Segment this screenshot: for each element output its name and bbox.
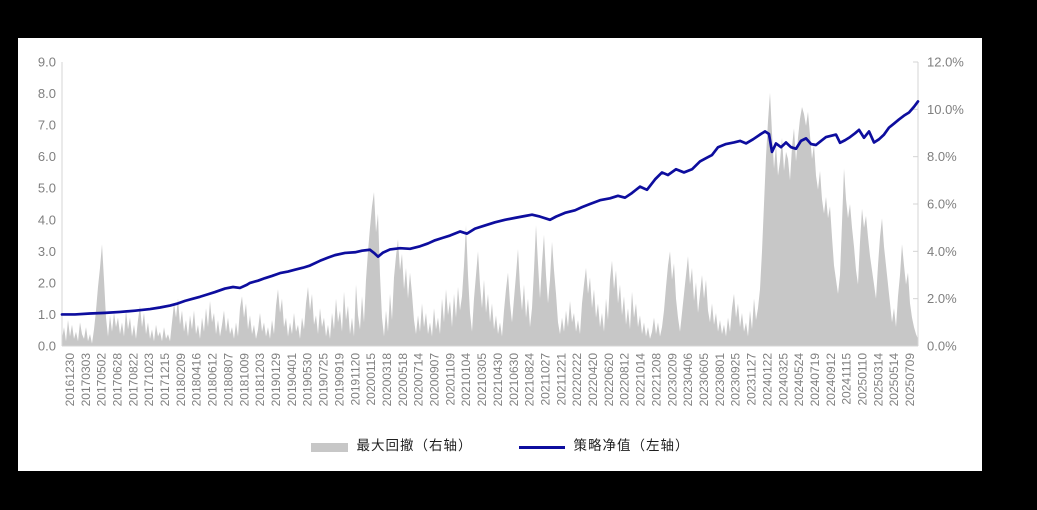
x-axis-tick-label: 20220222 [570, 353, 584, 407]
strategy-nav-drawdown-chart: 9.0 8.0 7.0 6.0 5.0 4.0 3.0 2.0 1.0 0.0 12.0% 10.0%… [38, 55, 964, 407]
x-axis-tick-label: 20191120 [348, 353, 362, 406]
x-axis-tick-label: 20170628 [110, 353, 124, 407]
x-axis-tick-label: 20181203 [253, 353, 267, 407]
x-axis-tick-label: 20250709 [903, 353, 917, 407]
x-axis-tick-label: 20180416 [190, 353, 204, 407]
x-axis-tick-label: 20180612 [206, 353, 220, 407]
x-axis-tick-label: 20170303 [79, 353, 93, 407]
x-axis-tick-label: 20190725 [317, 353, 331, 407]
x-axis-tick-label: 20241115 [840, 353, 854, 405]
left-axis-tick-label: 0.0 [38, 339, 56, 354]
x-axis-tick-label: 20181009 [237, 353, 251, 407]
x-axis-tick-label: 20171215 [158, 353, 172, 407]
x-axis-tick-label: 20250514 [887, 353, 901, 407]
x-axis-tick-label: 20230605 [697, 353, 711, 407]
right-axis-tick-label: 6.0% [927, 197, 957, 212]
legend-item-strategy-nav: 策略净值（左轴） [518, 438, 690, 455]
x-axis-tick-label: 20201109 [443, 353, 457, 406]
x-axis-tick-label: 20230801 [713, 353, 727, 407]
drawdown-legend-label: 最大回撤（右轴） [356, 438, 473, 455]
nav-line-series [60, 100, 920, 316]
x-axis-tick-label: 20180209 [174, 353, 188, 407]
x-axis-tick-label: 20190919 [332, 353, 346, 407]
x-axis-tick-label: 20170822 [126, 353, 140, 407]
x-axis-tick-label: 20211221 [554, 353, 568, 406]
left-axis-tick-label: 8.0 [38, 86, 56, 101]
x-axis-tick-label: 20240719 [808, 353, 822, 407]
x-axis-tick-label: 20200115 [364, 353, 378, 406]
x-axis-tick-label: 20210104 [459, 353, 473, 407]
right-axis-tick-label: 2.0% [927, 291, 957, 306]
drawdown-area-swatch [310, 442, 348, 452]
x-axis-tick-label: 20221014 [634, 353, 648, 407]
left-axis-tick-label: 4.0 [38, 212, 56, 227]
x-axis-tick-label: 20211027 [538, 353, 552, 406]
right-axis-tick-label: 0.0% [927, 339, 957, 354]
nav-legend-label: 策略净值（左轴） [573, 438, 690, 455]
x-axis-tick-label: 20180807 [221, 353, 235, 407]
chart-panel: 9.0 8.0 7.0 6.0 5.0 4.0 3.0 2.0 1.0 0.0 12.0% 10.0%… [18, 38, 982, 471]
legend-item-max-drawdown: 最大回撤（右轴） [310, 438, 473, 455]
x-axis-tick-label: 20210430 [491, 353, 505, 407]
x-axis-tick-label: 20231127 [745, 353, 759, 406]
chart-legend: 最大回撤（右轴） 策略净值（左轴） [18, 438, 982, 456]
right-axis-tick-label: 12.0% [927, 55, 964, 70]
x-axis-tick-label: 20170502 [95, 353, 109, 407]
x-axis-tick-label: 20210305 [475, 353, 489, 407]
left-axis-tick-label: 2.0 [38, 275, 56, 290]
x-axis-tick-label: 20220420 [586, 353, 600, 407]
nav-line-swatch [518, 445, 565, 449]
x-axis-tick-label: 20210824 [523, 353, 537, 407]
left-axis-tick-label: 5.0 [38, 181, 56, 196]
x-axis-tick-label: 20230406 [681, 353, 695, 407]
x-axis-tick-label: 20210630 [507, 353, 521, 407]
x-axis-tick-label: 20240122 [760, 353, 774, 407]
x-axis-tick-label: 20240325 [776, 353, 790, 407]
x-axis-tick-label: 20220812 [618, 353, 632, 407]
left-axis-tick-label: 6.0 [38, 149, 56, 164]
x-axis-tick-label: 20200907 [428, 353, 442, 407]
x-axis-tick-label: 20190530 [301, 353, 315, 407]
right-axis-tick-label: 10.0% [927, 102, 964, 117]
x-axis-tick-label: 20240912 [824, 353, 838, 407]
x-axis-tick-label: 20200318 [380, 353, 394, 407]
right-axis-tick-label: 8.0% [927, 149, 957, 164]
x-axis-tick-label: 20240524 [792, 353, 806, 407]
x-axis-tick-label: 20250110 [856, 353, 870, 406]
x-axis-tick-label: 20200714 [412, 353, 426, 407]
x-axis-tick-label: 20221208 [649, 353, 663, 407]
right-axis-tick-label: 4.0% [927, 244, 957, 259]
x-axis-tick-label: 20171023 [142, 353, 156, 407]
x-axis-tick-label: 20200518 [396, 353, 410, 407]
x-axis-tick-label: 20190401 [285, 353, 299, 407]
x-axis-tick-label: 20190129 [269, 353, 283, 407]
x-axis-tick-label: 20250314 [871, 353, 885, 407]
left-axis-tick-label: 1.0 [38, 307, 56, 322]
drawdown-area-series [62, 92, 918, 346]
x-axis-tick-label: 20230209 [665, 353, 679, 407]
left-axis-tick-label: 7.0 [38, 118, 56, 133]
x-axis-tick-label: 20161230 [63, 353, 77, 407]
x-axis-tick-label: 20230925 [729, 353, 743, 407]
left-axis-tick-label: 3.0 [38, 244, 56, 259]
left-axis-tick-label: 9.0 [38, 55, 56, 70]
x-axis-tick-label: 20220620 [602, 353, 616, 407]
